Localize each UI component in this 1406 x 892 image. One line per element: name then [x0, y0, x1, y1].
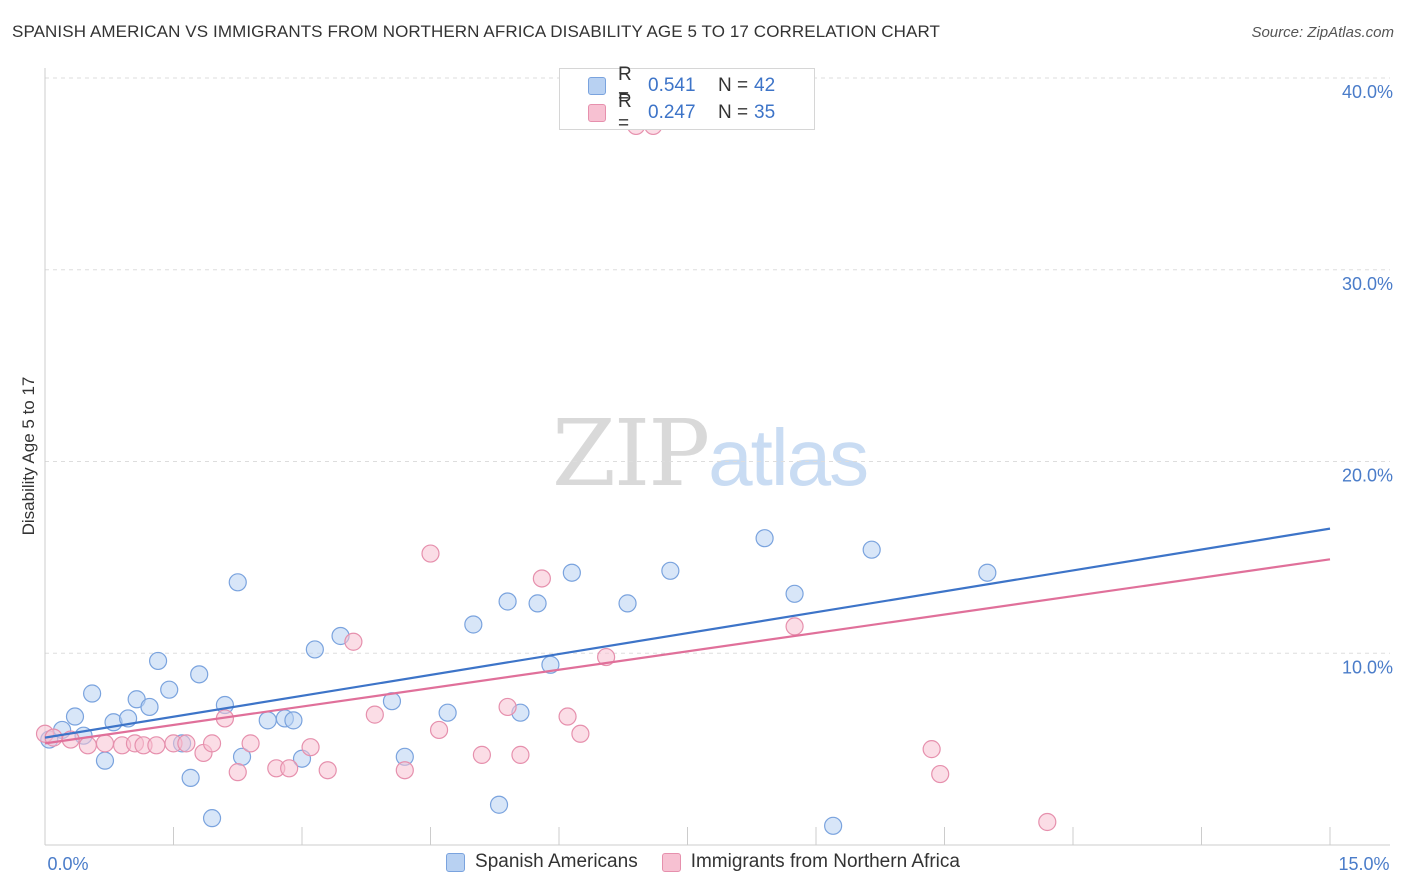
point-immigrant-northern-africa	[395, 761, 414, 780]
point-spanish-american	[785, 584, 804, 603]
point-immigrant-northern-africa	[228, 763, 247, 782]
point-spanish-american	[618, 594, 637, 613]
point-immigrant-northern-africa	[280, 759, 299, 778]
point-immigrant-northern-africa	[421, 544, 440, 563]
point-immigrant-northern-africa	[78, 736, 97, 755]
point-spanish-american	[228, 573, 247, 592]
point-spanish-american	[140, 697, 159, 717]
stats-legend: R = 0.541 N = 42 R = 0.247 N = 35	[559, 64, 815, 134]
r-label: R =	[618, 91, 632, 134]
point-immigrant-northern-africa	[931, 764, 950, 784]
point-spanish-american	[284, 711, 303, 730]
legend-item-spanish-americans: Spanish Americans	[446, 851, 638, 873]
point-spanish-american	[305, 640, 324, 659]
point-spanish-american	[65, 707, 85, 726]
point-immigrant-northern-africa	[95, 734, 115, 753]
chart-title: SPANISH AMERICAN VS IMMIGRANTS FROM NORT…	[12, 22, 941, 41]
blue-swatch	[446, 852, 466, 872]
point-spanish-american	[489, 795, 509, 814]
pink-swatch	[661, 852, 681, 872]
point-immigrant-northern-africa	[498, 697, 517, 717]
point-immigrant-northern-africa	[147, 736, 166, 755]
point-spanish-american	[181, 768, 200, 787]
point-immigrant-northern-africa	[365, 705, 384, 724]
r-label: R =	[618, 64, 632, 107]
trend-lines	[44, 527, 1331, 745]
point-immigrant-northern-africa	[241, 734, 260, 753]
point-spanish-american	[562, 563, 581, 582]
source-label: Source: ZipAtlas.com	[1251, 24, 1394, 41]
series-legend: Spanish Americans Immigrants from Northe…	[0, 851, 1406, 873]
point-spanish-american	[498, 592, 517, 611]
axis-labels: 10.0% 20.0% 30.0% 40.0% 0.0% 15.0% Disability …	[19, 82, 1393, 874]
point-spanish-american	[258, 711, 277, 730]
data-points	[35, 116, 1057, 835]
point-immigrant-northern-africa	[429, 720, 449, 740]
legend-item-immigrants-northern-africa: Immigrants from Northern Africa	[661, 851, 960, 873]
point-spanish-american	[978, 563, 997, 582]
y-tick-label: 40.0%	[1342, 82, 1393, 102]
point-immigrant-northern-africa	[511, 745, 530, 764]
r-value: 0.247	[648, 102, 696, 123]
point-spanish-american	[824, 816, 843, 835]
point-spanish-american	[438, 703, 457, 722]
blue-swatch	[588, 77, 606, 95]
point-immigrant-northern-africa	[922, 740, 941, 759]
point-immigrant-northern-africa	[344, 632, 363, 651]
point-spanish-american	[755, 529, 774, 548]
y-tick-label: 10.0%	[1342, 657, 1393, 677]
stats-row-spanish-americans: R = 0.541 N = 42	[560, 64, 776, 107]
point-spanish-american	[95, 751, 115, 770]
y-axis-label: Disability Age 5 to 17	[19, 377, 38, 536]
legend-label: Spanish Americans	[475, 851, 638, 872]
point-immigrant-northern-africa	[472, 745, 491, 764]
r-value: 0.541	[648, 75, 696, 96]
grid-lines	[45, 77, 1390, 654]
point-immigrant-northern-africa	[532, 569, 551, 588]
point-immigrant-northern-africa	[1038, 812, 1057, 832]
point-immigrant-northern-africa	[177, 734, 196, 753]
point-spanish-american	[464, 615, 483, 634]
point-immigrant-northern-africa	[571, 724, 590, 743]
watermark-atlas: atlas	[708, 413, 869, 502]
legend-label: Immigrants from Northern Africa	[690, 851, 960, 872]
point-spanish-american	[83, 684, 102, 703]
y-tick-label: 30.0%	[1342, 274, 1393, 294]
y-tick-label: 20.0%	[1342, 466, 1393, 486]
x-tick-label: 0.0%	[47, 854, 88, 874]
point-immigrant-northern-africa	[558, 707, 577, 726]
n-label: N =	[718, 102, 749, 123]
point-spanish-american	[148, 651, 168, 671]
point-spanish-american	[190, 665, 209, 684]
point-spanish-american	[202, 809, 222, 828]
point-spanish-american	[160, 680, 179, 699]
watermark: ZIPatlas	[552, 400, 869, 507]
point-immigrant-northern-africa	[318, 761, 337, 780]
n-value: 35	[754, 102, 776, 123]
point-spanish-american	[528, 594, 547, 613]
point-immigrant-northern-africa	[202, 734, 222, 753]
trend-line-immigrants-northern-africa	[44, 558, 1331, 745]
pink-swatch	[588, 104, 606, 122]
n-value: 42	[754, 75, 776, 96]
point-spanish-american	[862, 540, 881, 559]
stats-row-immigrants-northern-africa: R = 0.247 N = 35	[560, 91, 776, 134]
point-immigrant-northern-africa	[785, 617, 804, 636]
trend-line-spanish-americans	[44, 527, 1331, 739]
x-tick-label: 15.0%	[1338, 854, 1389, 874]
n-label: N =	[718, 75, 749, 96]
watermark-zip: ZIP	[552, 400, 710, 507]
point-immigrant-northern-africa	[301, 738, 320, 757]
axes	[44, 68, 1390, 846]
point-spanish-american	[661, 561, 680, 580]
